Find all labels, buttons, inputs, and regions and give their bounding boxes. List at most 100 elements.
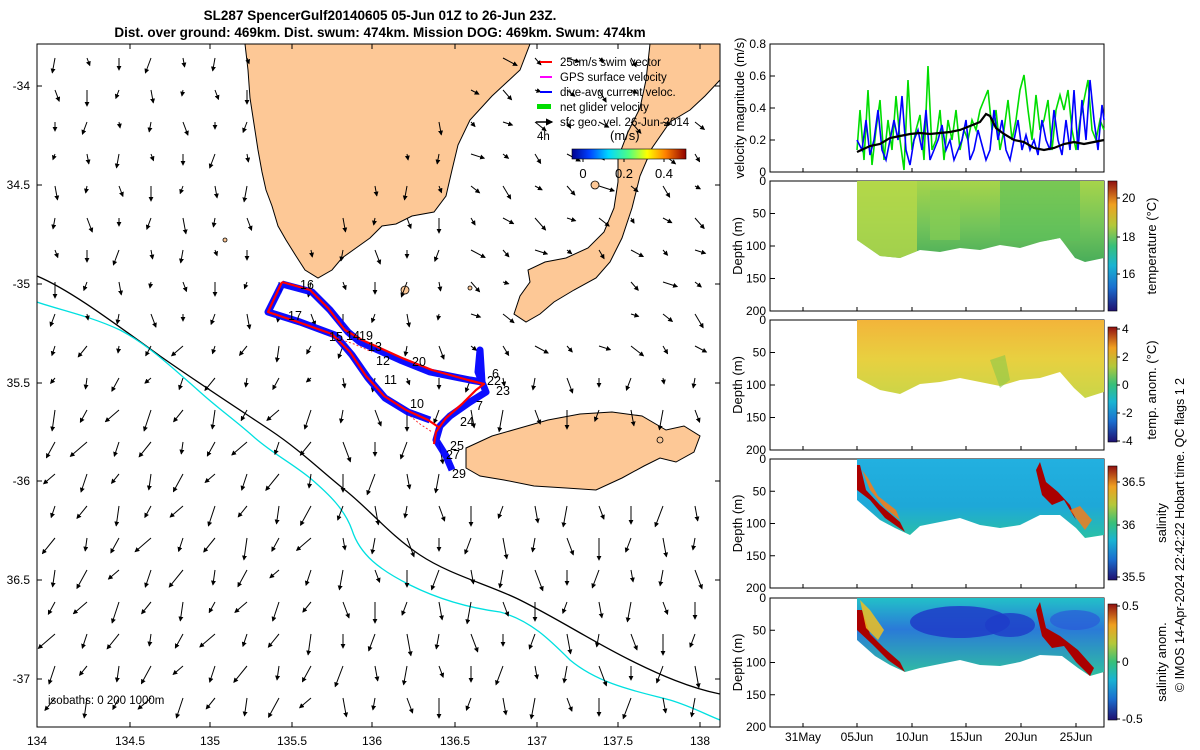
- current-arrow: [694, 153, 701, 163]
- legend-label: net glider velocity: [560, 102, 649, 114]
- current-arrow: [111, 377, 120, 392]
- time-tick-label: 31May: [785, 730, 821, 744]
- salinity-colorbar: [1107, 465, 1118, 581]
- current-arrow: [566, 89, 576, 97]
- current-arrow: [434, 633, 440, 650]
- velocity-tick: 0.2: [749, 133, 766, 147]
- current-arrow: [50, 377, 56, 385]
- current-arrow: [374, 665, 380, 682]
- glider-track: [264, 280, 490, 472]
- current-arrow: [137, 697, 152, 710]
- current-arrow: [497, 409, 504, 433]
- time-tick-label: 15Jun: [950, 730, 983, 744]
- current-arrow: [534, 88, 542, 93]
- current-arrow: [566, 249, 573, 255]
- current-arrow: [433, 473, 440, 494]
- current-arrow: [45, 441, 56, 459]
- colorbar-tick: 4: [1122, 322, 1129, 336]
- current-arrow: [273, 441, 280, 456]
- colorbar-tick: -4: [1122, 434, 1133, 448]
- current-arrow: [243, 377, 249, 388]
- current-arrow: [77, 345, 88, 358]
- isobath-1000m: [37, 275, 720, 695]
- current-arrow: [502, 697, 508, 716]
- current-vector-field: [37, 57, 708, 720]
- current-arrow: [406, 633, 413, 657]
- land-kangaroo-island: [465, 411, 701, 491]
- current-arrow: [400, 281, 408, 298]
- current-arrow: [208, 153, 216, 169]
- depth-tick: 200: [746, 581, 766, 595]
- current-arrow: [231, 441, 248, 456]
- current-arrow: [662, 313, 674, 323]
- current-arrow: [82, 281, 88, 292]
- waypoint-label-19: 19: [359, 329, 373, 343]
- depth-tick: 200: [746, 443, 766, 457]
- depth-tick: 100: [746, 517, 766, 531]
- colorbar-tick: 0.5: [1122, 599, 1139, 613]
- current-arrow: [107, 569, 120, 580]
- current-arrow: [502, 345, 510, 357]
- current-arrow: [502, 249, 510, 258]
- current-arrow: [438, 121, 444, 136]
- lat-tick-label: 36.5: [7, 573, 31, 587]
- current-arrow: [112, 249, 120, 266]
- lon-tick-label: 136: [362, 734, 382, 748]
- current-arrow: [629, 217, 635, 224]
- current-arrow: [104, 409, 120, 423]
- current-arrow: [81, 633, 88, 649]
- title-line-2: Dist. over ground: 469km. Dist. swum: 47…: [114, 25, 646, 40]
- lon-tick-label: 137.5: [603, 734, 633, 748]
- current-arrow: [114, 89, 120, 100]
- current-arrow: [372, 217, 377, 226]
- current-arrow: [114, 505, 120, 527]
- waypoint-label-20: 20: [412, 355, 426, 369]
- current-arrow: [502, 217, 515, 225]
- current-arrow: [470, 281, 481, 293]
- current-arrow: [566, 121, 572, 129]
- current-arrow: [662, 185, 671, 198]
- current-arrow: [430, 569, 440, 591]
- current-arrow: [470, 409, 476, 429]
- current-arrow: [566, 345, 573, 353]
- current-arrow: [242, 697, 248, 717]
- velocity-panel: [769, 43, 1105, 173]
- map-legend: 25cm/s swim vector GPS surface velocity di…: [536, 57, 690, 181]
- current-arrow: [438, 345, 445, 360]
- current-arrow: [662, 537, 669, 558]
- waypoint-label-6: 6: [492, 367, 499, 381]
- current-arrow: [149, 249, 155, 260]
- colorbar-tick: 0: [579, 166, 586, 181]
- current-arrow: [654, 505, 664, 528]
- current-arrow: [366, 473, 376, 496]
- depth-ylabel: Depth (m): [730, 217, 745, 275]
- current-arrow: [182, 281, 188, 293]
- current-arrow: [182, 217, 188, 235]
- sal-anom-colorbar: [1107, 603, 1118, 721]
- time-tick-label: 25Jun: [1060, 730, 1093, 744]
- current-arrow: [598, 57, 605, 63]
- depth-tick: 50: [753, 346, 767, 360]
- current-arrow: [689, 697, 696, 718]
- current-arrow: [406, 697, 414, 714]
- current-arrow: [334, 665, 344, 688]
- current-arrow: [54, 249, 59, 259]
- temperature-cblabel: temperature (°C): [1144, 198, 1159, 295]
- colorbar-tick: 35.5: [1122, 570, 1146, 584]
- current-arrow: [272, 377, 280, 391]
- waypoint-label-29: 29: [452, 467, 466, 481]
- current-arrow: [269, 569, 280, 579]
- current-arrow: [299, 441, 312, 456]
- waypoint-label-16: 16: [300, 278, 314, 292]
- current-arrow: [401, 665, 408, 686]
- net-glider-velocity-line: [856, 65, 1105, 171]
- current-arrow: [694, 281, 702, 288]
- current-arrow: [169, 505, 184, 518]
- current-arrow: [178, 601, 184, 622]
- current-arrow: [694, 217, 705, 230]
- temperature-colorbar: [1107, 180, 1118, 312]
- current-arrow: [566, 377, 574, 394]
- current-arrow: [54, 89, 61, 102]
- current-arrow: [242, 121, 248, 134]
